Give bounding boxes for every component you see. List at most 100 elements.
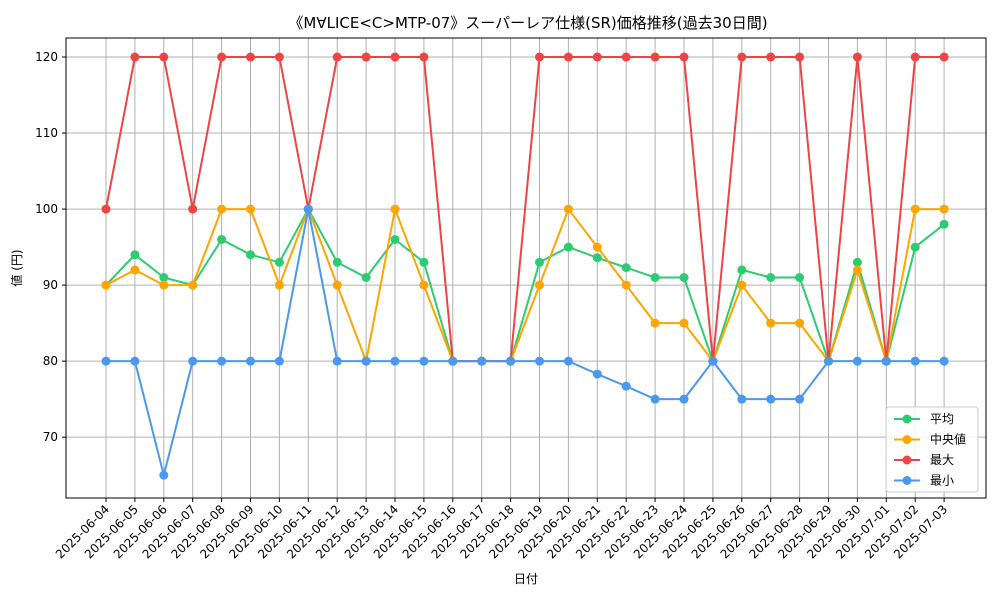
x-axis-label: 日付: [514, 572, 538, 586]
legend-label: 平均: [930, 412, 954, 426]
data-point: [217, 204, 227, 214]
data-point: [795, 318, 805, 328]
data-point: [563, 204, 573, 214]
data-point: [101, 356, 111, 366]
data-point: [274, 280, 284, 290]
data-point: [766, 318, 776, 328]
data-point: [159, 470, 169, 480]
data-point: [563, 52, 573, 62]
data-point: [939, 356, 949, 366]
data-point: [246, 250, 255, 260]
data-point: [563, 356, 573, 366]
data-point: [217, 234, 227, 244]
data-point: [592, 253, 602, 263]
data-point: [361, 273, 371, 283]
legend-swatch-marker: [902, 435, 912, 444]
data-point: [737, 265, 747, 275]
data-point: [246, 356, 255, 366]
data-point: [101, 280, 111, 290]
data-point: [766, 394, 776, 404]
series-3: [101, 204, 949, 480]
data-point: [332, 257, 342, 267]
data-point: [592, 52, 602, 62]
data-point: [246, 204, 255, 214]
data-point: [910, 242, 920, 252]
data-point: [679, 273, 689, 283]
data-point: [361, 356, 371, 366]
data-point: [130, 52, 140, 62]
data-point: [535, 356, 544, 366]
data-point: [592, 369, 602, 379]
data-point: [130, 250, 140, 260]
data-point: [852, 356, 862, 366]
data-point: [159, 280, 169, 290]
data-point: [188, 356, 198, 366]
y-tick-label: 120: [35, 50, 58, 64]
y-tick-label: 70: [43, 430, 58, 444]
data-point: [390, 234, 400, 244]
legend-swatch-marker: [902, 414, 912, 424]
data-point: [679, 394, 689, 404]
chart-title: 《M∀LICE<C>MTP-07》スーパーレア仕様(SR)価格推移(過去30日間…: [288, 14, 767, 32]
data-point: [390, 356, 400, 366]
legend-box: [885, 406, 979, 493]
legend-label: 最大: [930, 453, 954, 467]
data-point: [217, 52, 227, 62]
data-point: [419, 280, 429, 290]
data-point: [535, 280, 544, 290]
data-point: [477, 356, 487, 366]
data-point: [795, 394, 805, 404]
data-point: [159, 273, 169, 283]
data-point: [621, 381, 631, 391]
legend-swatch-marker: [902, 455, 912, 465]
data-point: [217, 356, 227, 366]
data-point: [852, 257, 862, 267]
data-point: [737, 280, 747, 290]
data-point: [939, 219, 949, 229]
legend-label: 最小: [930, 474, 954, 488]
data-point: [332, 356, 342, 366]
data-point: [303, 204, 313, 214]
y-tick-label: 90: [43, 278, 58, 292]
data-point: [621, 280, 631, 290]
x-axis-ticks: 2025-06-042025-06-052025-06-062025-06-07…: [53, 498, 950, 561]
data-point: [939, 204, 949, 214]
data-point: [679, 52, 689, 62]
y-tick-label: 110: [35, 126, 58, 140]
series-line: [105, 56, 945, 363]
data-point: [795, 52, 805, 62]
plot-area: [65, 37, 987, 499]
data-point: [737, 394, 747, 404]
data-point: [246, 52, 255, 62]
legend-label: 中央値: [930, 432, 966, 447]
data-point: [650, 52, 660, 62]
data-point: [419, 52, 429, 62]
data-point: [592, 242, 602, 252]
series-line: [105, 208, 945, 363]
data-point: [621, 52, 631, 62]
data-point: [766, 52, 776, 62]
data-point: [130, 265, 140, 275]
y-tick-label: 80: [43, 354, 58, 368]
data-point: [535, 257, 544, 267]
data-point: [274, 257, 284, 267]
data-point: [824, 356, 833, 366]
data-point: [910, 204, 920, 214]
data-point: [795, 273, 805, 283]
data-point: [390, 204, 400, 214]
data-point: [448, 356, 458, 366]
data-point: [881, 356, 891, 366]
data-point: [101, 204, 111, 214]
data-point: [650, 273, 660, 283]
data-point: [274, 356, 284, 366]
data-point: [274, 52, 284, 62]
y-tick-label: 100: [35, 202, 58, 216]
data-point: [679, 318, 689, 328]
data-point: [188, 280, 198, 290]
data-point: [910, 52, 920, 62]
data-point: [708, 356, 718, 366]
legend-swatch-marker: [902, 476, 912, 485]
data-point: [939, 52, 949, 62]
